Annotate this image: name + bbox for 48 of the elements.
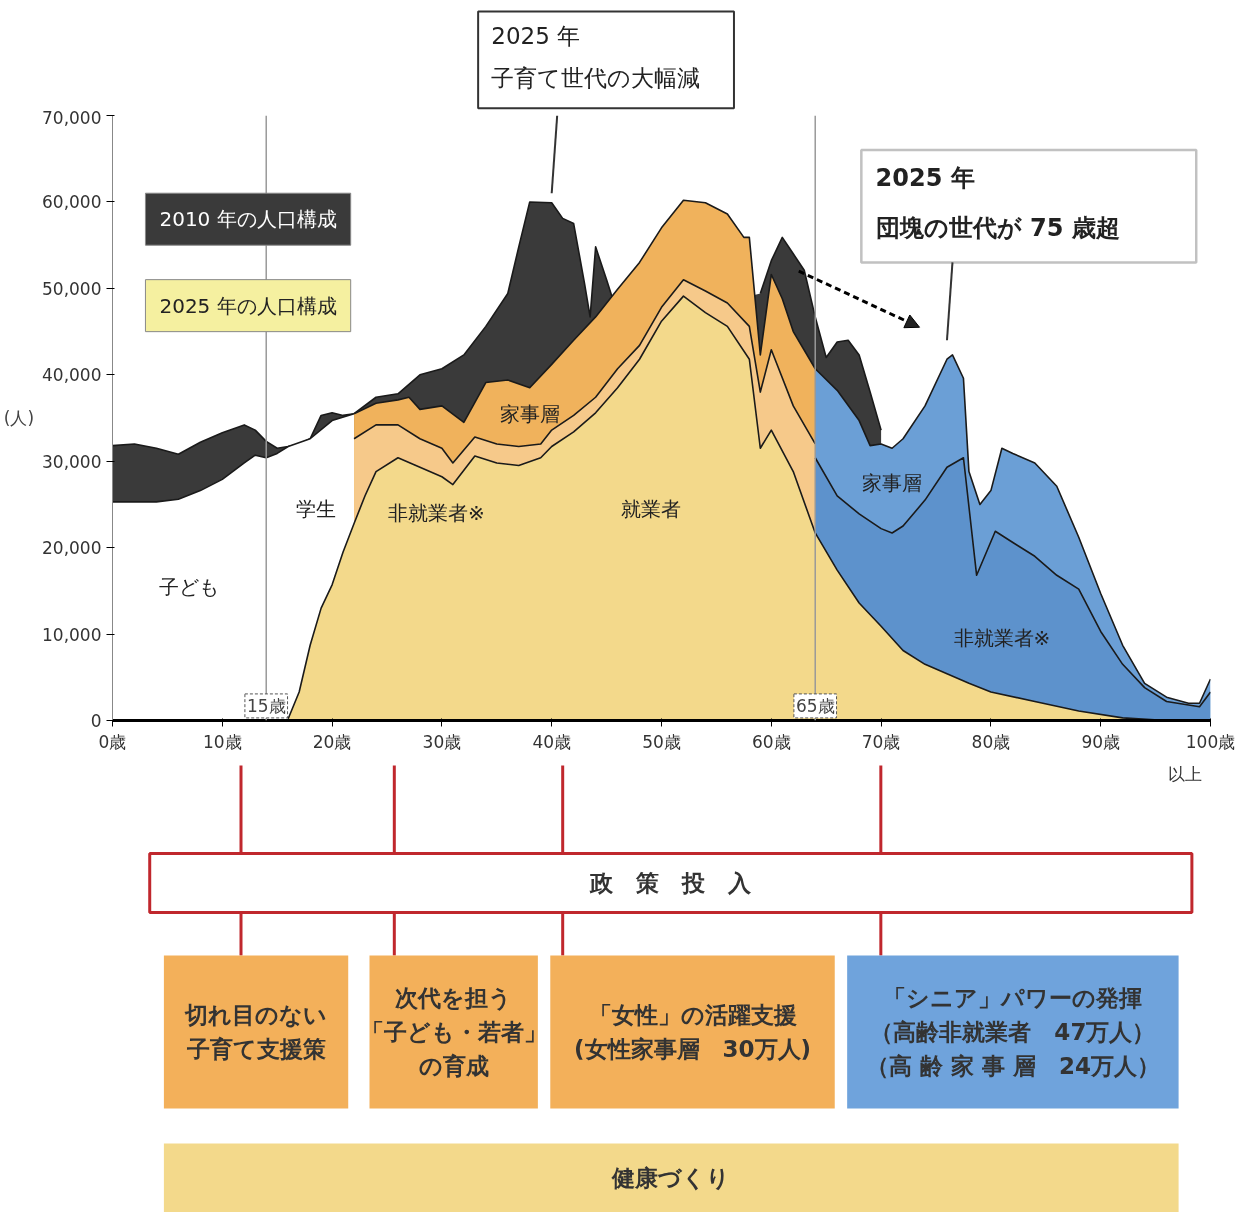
ref-line-label: 65歳 bbox=[795, 695, 835, 716]
x-tick-label: 30歳 bbox=[422, 731, 462, 752]
y-tick-label: 20,000 bbox=[42, 538, 102, 559]
y-tick-label: 70,000 bbox=[42, 107, 102, 128]
x-tick-label: 70歳 bbox=[861, 731, 901, 752]
x-tick-label: 10歳 bbox=[202, 731, 242, 752]
text: (女性家事層 30万人) bbox=[574, 1036, 812, 1062]
x-tick-label: 0歳 bbox=[98, 731, 127, 752]
annotation: 非就業者※ bbox=[953, 626, 1051, 651]
annotation: 家事層 bbox=[499, 401, 560, 426]
y-tick-label: 10,000 bbox=[42, 624, 102, 645]
y-tick-label: 30,000 bbox=[42, 451, 102, 472]
annotation: 子ども bbox=[159, 574, 220, 599]
y-tick-label: 40,000 bbox=[42, 365, 102, 386]
x-tick-label: 80歳 bbox=[971, 731, 1011, 752]
text: 以上 bbox=[1167, 763, 1202, 784]
annotation: 学生 bbox=[295, 496, 336, 521]
x-tick-label: 90歳 bbox=[1081, 731, 1121, 752]
annotation: 2025 年の人口構成 bbox=[159, 293, 337, 318]
text: 「シニア」パワーの発揮 bbox=[883, 985, 1143, 1011]
y-tick-label: 60,000 bbox=[42, 192, 102, 213]
y-axis-title: (人) bbox=[3, 408, 35, 428]
y-tick-label: 50,000 bbox=[42, 278, 102, 299]
annotation: 2025 年 bbox=[875, 163, 975, 192]
x-tick-label: 100歳 bbox=[1185, 731, 1236, 752]
annotation: 家事層 bbox=[862, 470, 923, 495]
text: 「女性」の活躍支援 bbox=[588, 1002, 797, 1028]
x-tick-label: 20歳 bbox=[312, 731, 352, 752]
text: 次代を担う bbox=[395, 985, 513, 1011]
text: （高 齢 家 事 層 24万人） bbox=[865, 1053, 1160, 1079]
annotation: 非就業者※ bbox=[388, 501, 485, 526]
ref-line-label: 15歳 bbox=[246, 695, 286, 716]
text: 「子ども・若者」 bbox=[360, 1019, 547, 1045]
text: 2025 年 bbox=[491, 22, 581, 49]
text: の育成 bbox=[418, 1053, 489, 1079]
text: 健康づくり bbox=[611, 1165, 731, 1191]
text: 子育て支援策 bbox=[185, 1036, 326, 1062]
y-tick-label: 0 bbox=[90, 711, 102, 731]
text: 政 策 投 入 bbox=[589, 870, 753, 896]
annotation: 2010 年の人口構成 bbox=[159, 207, 337, 232]
x-tick-label: 60歳 bbox=[751, 731, 791, 752]
annotation: 団塊の世代が 75 歳超 bbox=[875, 213, 1120, 242]
annotation: 就業者 bbox=[620, 496, 681, 521]
x-tick-label: 50歳 bbox=[642, 731, 681, 752]
text: 子育て世代の大幅減 bbox=[491, 64, 701, 91]
text: （高齢非就業者 47万人） bbox=[870, 1019, 1156, 1045]
text: 切れ目のない bbox=[184, 1002, 328, 1028]
x-tick-label: 40歳 bbox=[532, 731, 572, 752]
